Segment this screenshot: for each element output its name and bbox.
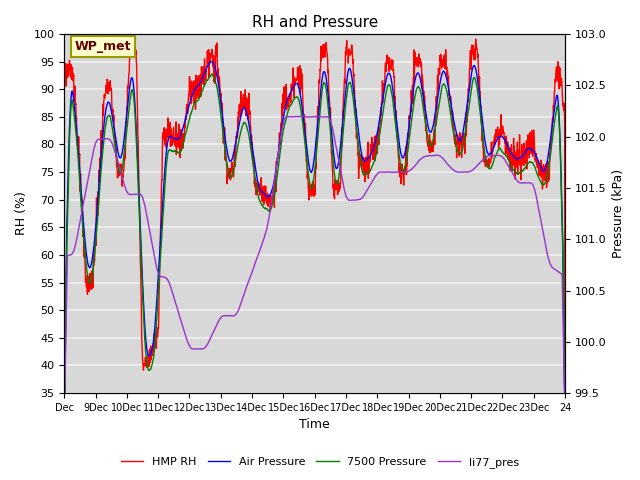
7500 Pressure (406, 133, 413, 139)
Line: li77_pres: li77_pres (64, 116, 565, 393)
Text: WP_met: WP_met (74, 40, 131, 53)
li77_pres (287, 114, 294, 120)
HMP RH (529, 142, 537, 148)
7500 Pressure (208, 71, 216, 77)
7500 Pressure (287, 102, 295, 108)
HMP RH (60, 76, 68, 82)
li77_pres (561, 390, 569, 396)
li77_pres (60, 390, 68, 396)
li77_pres (406, 168, 413, 173)
Air Pressure (60, 390, 68, 396)
Air Pressure (287, 89, 295, 95)
Line: 7500 Pressure: 7500 Pressure (64, 74, 565, 393)
li77_pres (298, 113, 306, 119)
HMP RH (150, 348, 157, 354)
7500 Pressure (317, 100, 324, 106)
Y-axis label: Pressure (kPa): Pressure (kPa) (612, 169, 625, 258)
li77_pres (150, 251, 157, 256)
Air Pressure (561, 390, 569, 396)
Line: Air Pressure: Air Pressure (64, 62, 565, 393)
Air Pressure (317, 87, 324, 93)
X-axis label: Time: Time (300, 419, 330, 432)
Y-axis label: RH (%): RH (%) (15, 192, 28, 236)
Line: HMP RH: HMP RH (64, 39, 565, 393)
7500 Pressure (150, 352, 157, 358)
Air Pressure (208, 59, 216, 65)
HMP RH (406, 116, 413, 122)
HMP RH (561, 390, 569, 396)
li77_pres (317, 114, 324, 120)
Legend: HMP RH, Air Pressure, 7500 Pressure, li77_pres: HMP RH, Air Pressure, 7500 Pressure, li7… (116, 452, 524, 472)
Air Pressure (150, 336, 157, 341)
HMP RH (317, 68, 324, 73)
Air Pressure (406, 118, 413, 123)
7500 Pressure (561, 390, 569, 396)
Title: RH and Pressure: RH and Pressure (252, 15, 378, 30)
li77_pres (529, 182, 537, 188)
7500 Pressure (529, 161, 537, 167)
7500 Pressure (70, 108, 77, 113)
li77_pres (70, 248, 77, 254)
Air Pressure (70, 96, 77, 102)
HMP RH (287, 100, 294, 106)
Air Pressure (529, 148, 537, 154)
7500 Pressure (60, 390, 68, 396)
HMP RH (472, 36, 479, 42)
HMP RH (70, 72, 77, 78)
